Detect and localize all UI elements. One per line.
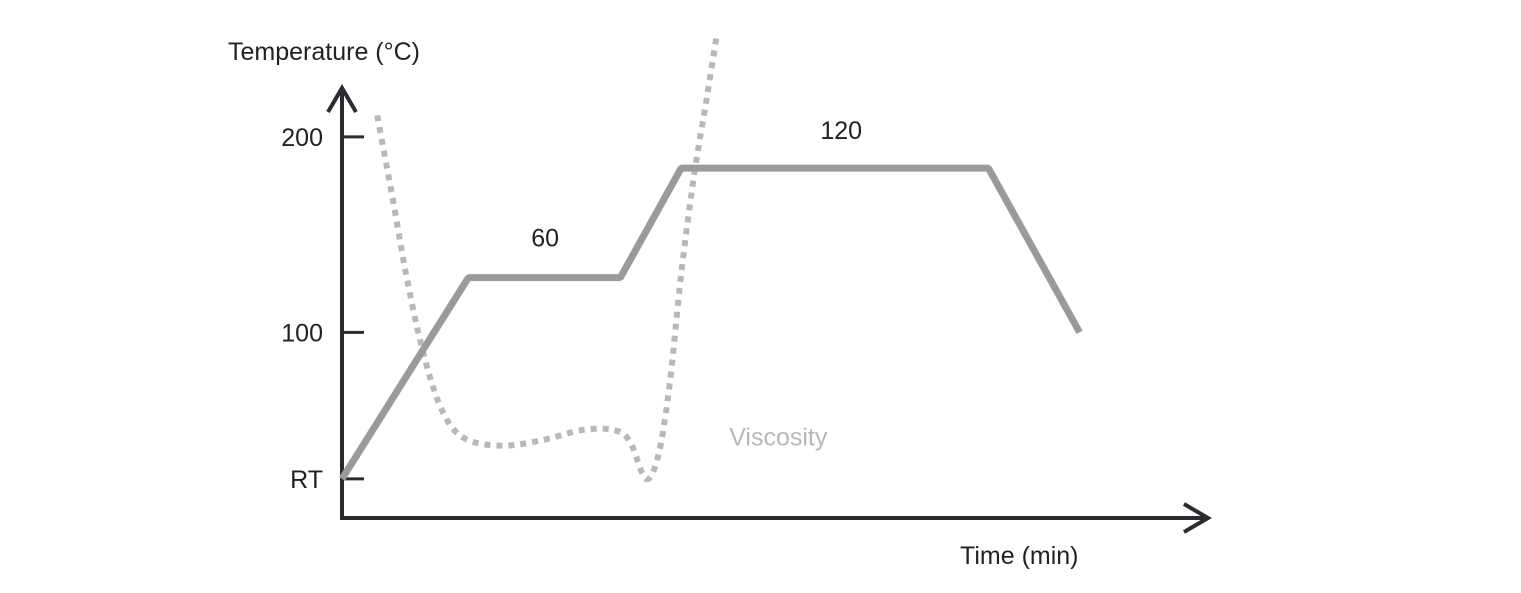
- x-axis-label: Time (min): [960, 542, 1079, 570]
- series-label-viscosity: Viscosity: [729, 424, 828, 452]
- segment-duration-label: 60: [531, 224, 559, 252]
- annotations: 60 120 Viscosity: [531, 117, 862, 452]
- series-layer: [339, 36, 1083, 483]
- x-axis-arrowhead: [1182, 502, 1212, 534]
- y-tick-label: RT: [290, 466, 323, 494]
- y-tick-label: 100: [281, 319, 323, 347]
- series-line-temperature: [339, 164, 1083, 481]
- y-axis-arrowhead: [326, 84, 358, 114]
- y-ticks: RT 100 200: [281, 124, 364, 494]
- axes: [326, 84, 1212, 534]
- y-axis-label: Temperature (°C): [228, 38, 420, 66]
- y-tick-label: 200: [281, 124, 323, 152]
- segment-duration-label: 120: [820, 117, 862, 145]
- series-line-viscosity: [374, 36, 720, 483]
